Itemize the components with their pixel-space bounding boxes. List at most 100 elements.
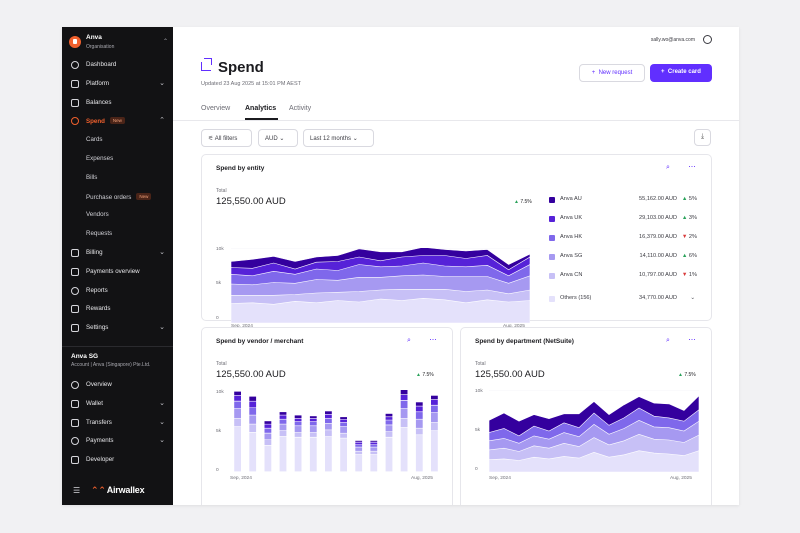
bar-segment <box>279 436 287 472</box>
bar-segment <box>385 425 393 432</box>
bar-segment <box>309 418 317 422</box>
card-title: Spend by entity <box>216 165 265 172</box>
total-value: 125,550.00 AUD <box>216 196 286 207</box>
create-card-button[interactable]: + Create card <box>650 64 712 82</box>
legend-item[interactable]: Others (156) 34,770.00 AUD ⌄ <box>549 295 697 307</box>
x-start-label: Sep, 2024 <box>230 476 252 481</box>
sidebar-item-bills[interactable]: Bills <box>62 169 173 187</box>
plus-icon: + <box>661 69 665 75</box>
sidebar-item-settings[interactable]: Settings ⌄ <box>62 319 173 337</box>
bar-segment <box>355 454 363 472</box>
bar-segment <box>431 431 438 472</box>
bar-segment <box>340 422 347 427</box>
more-icon[interactable]: ··· <box>688 161 696 171</box>
bar-segment <box>415 402 423 406</box>
bar-segment <box>400 418 408 428</box>
more-icon[interactable]: ··· <box>688 334 696 344</box>
more-icon[interactable]: ··· <box>429 334 437 344</box>
search-icon[interactable]: ⌕ <box>666 337 670 344</box>
total-delta: ▲ 7.5% <box>416 372 434 378</box>
search-icon[interactable]: ⌕ <box>666 164 670 171</box>
new-request-button[interactable]: + New request <box>579 64 645 82</box>
sidebar-item-developer[interactable]: Developer <box>62 451 173 469</box>
transfers-icon <box>71 418 79 427</box>
sidebar-item-cards[interactable]: Cards <box>62 131 173 149</box>
spend-by-department-card: Spend by department (NetSuite) ⌕ ··· Tot… <box>460 327 712 505</box>
spend-icon <box>201 58 212 71</box>
bar-segment <box>370 442 378 445</box>
currency-select[interactable]: AUD ⌄ <box>258 129 298 147</box>
sidebar-item-dashboard[interactable]: Dashboard <box>62 56 173 74</box>
bar-segment <box>355 444 363 447</box>
bar-segment <box>325 436 332 472</box>
download-icon[interactable]: ⤓ <box>694 129 711 146</box>
sidebar-item-spend[interactable]: Spend New ⌃ <box>62 112 173 130</box>
sidebar-item-reports[interactable]: Reports <box>62 282 173 300</box>
legend-name: Anva CN <box>560 272 583 278</box>
sidebar-item-purchase-orders[interactable]: Purchase orders New <box>62 188 173 206</box>
period-select[interactable]: Last 12 months ⌄ <box>303 129 374 147</box>
bar-segment <box>400 390 408 395</box>
bar-segment <box>325 411 332 414</box>
legend-swatch <box>549 216 555 222</box>
bar-segment <box>234 418 241 427</box>
sidebar-item-payments-overview[interactable]: Payments overview <box>62 263 173 281</box>
y-tick: 0 <box>475 467 478 472</box>
bar-segment <box>264 424 272 428</box>
org-switcher[interactable]: Anva Organisation ⌃ <box>68 33 168 55</box>
bar-segment <box>309 426 317 433</box>
sidebar-item-overview[interactable]: Overview <box>62 376 173 394</box>
all-filters-button[interactable]: ⚟ All filters <box>201 129 252 147</box>
account-switcher[interactable]: Anva SG Account | Anva (Singapore) Pte.L… <box>71 353 150 368</box>
bar-segment <box>249 408 257 415</box>
sidebar-item-payments[interactable]: Payments ⌄ <box>62 432 173 450</box>
legend-delta: ▼ 2% <box>681 234 697 240</box>
legend-delta: ▲ 6% <box>681 253 697 259</box>
total-value: 125,550.00 AUD <box>216 369 286 380</box>
bar-segment <box>340 438 347 472</box>
sidebar-item-expenses[interactable]: Expenses <box>62 150 173 168</box>
spend-icon <box>71 117 79 126</box>
sidebar-item-transfers[interactable]: Transfers ⌄ <box>62 414 173 432</box>
x-end-label: Aug, 2025 <box>670 476 692 481</box>
sidebar-item-requests[interactable]: Requests <box>62 225 173 243</box>
reports-icon <box>71 286 79 295</box>
total-delta: ▲ 7.5% <box>514 199 532 205</box>
sidebar-item-label: Payments overview <box>86 267 140 275</box>
menu-icon[interactable]: ☰ <box>73 486 81 495</box>
total-value: 125,550.00 AUD <box>475 369 545 380</box>
tab-overview[interactable]: Overview <box>201 105 231 112</box>
bar-segment <box>431 413 438 423</box>
sidebar-divider <box>62 346 173 347</box>
bar-segment <box>249 432 257 472</box>
sidebar-item-billing[interactable]: Billing ⌄ <box>62 244 173 262</box>
rewards-icon <box>71 305 79 314</box>
legend-swatch <box>549 296 555 302</box>
total-label: Total <box>216 188 227 194</box>
bar-segment <box>385 420 393 425</box>
chevron-down-icon: ⌄ <box>159 79 165 87</box>
chevron-updown-icon: ⌃ <box>162 39 168 45</box>
sidebar-item-balances[interactable]: Balances <box>62 94 173 112</box>
bar-segment <box>355 451 363 455</box>
card-title: Spend by department (NetSuite) <box>475 338 574 345</box>
user-avatar-icon[interactable] <box>703 35 712 44</box>
page-title: Spend <box>218 59 264 76</box>
legend-name: Anva HK <box>560 234 583 240</box>
airwallex-logo-icon: ⌃⌃ <box>91 485 106 495</box>
sidebar-item-vendors[interactable]: Vendors <box>62 206 173 224</box>
tab-analytics[interactable]: Analytics <box>245 105 277 112</box>
sidebar-item-wallet[interactable]: Wallet ⌄ <box>62 395 173 413</box>
legend-value: 10,797.00 AUD <box>639 272 677 278</box>
bar-segment <box>325 418 332 423</box>
tab-activity[interactable]: Activity <box>289 105 312 112</box>
sidebar-item-platform[interactable]: Platform ⌄ <box>62 75 173 93</box>
bar-segment <box>431 422 438 431</box>
legend-value: 16,379.00 AUD <box>639 234 677 240</box>
legend-swatch <box>549 254 555 260</box>
developer-icon <box>71 456 79 465</box>
sidebar-item-rewards[interactable]: Rewards <box>62 300 173 318</box>
sidebar-item-label: Purchase orders New <box>86 192 152 201</box>
search-icon[interactable]: ⌕ <box>407 337 411 344</box>
bar-segment <box>234 408 241 419</box>
